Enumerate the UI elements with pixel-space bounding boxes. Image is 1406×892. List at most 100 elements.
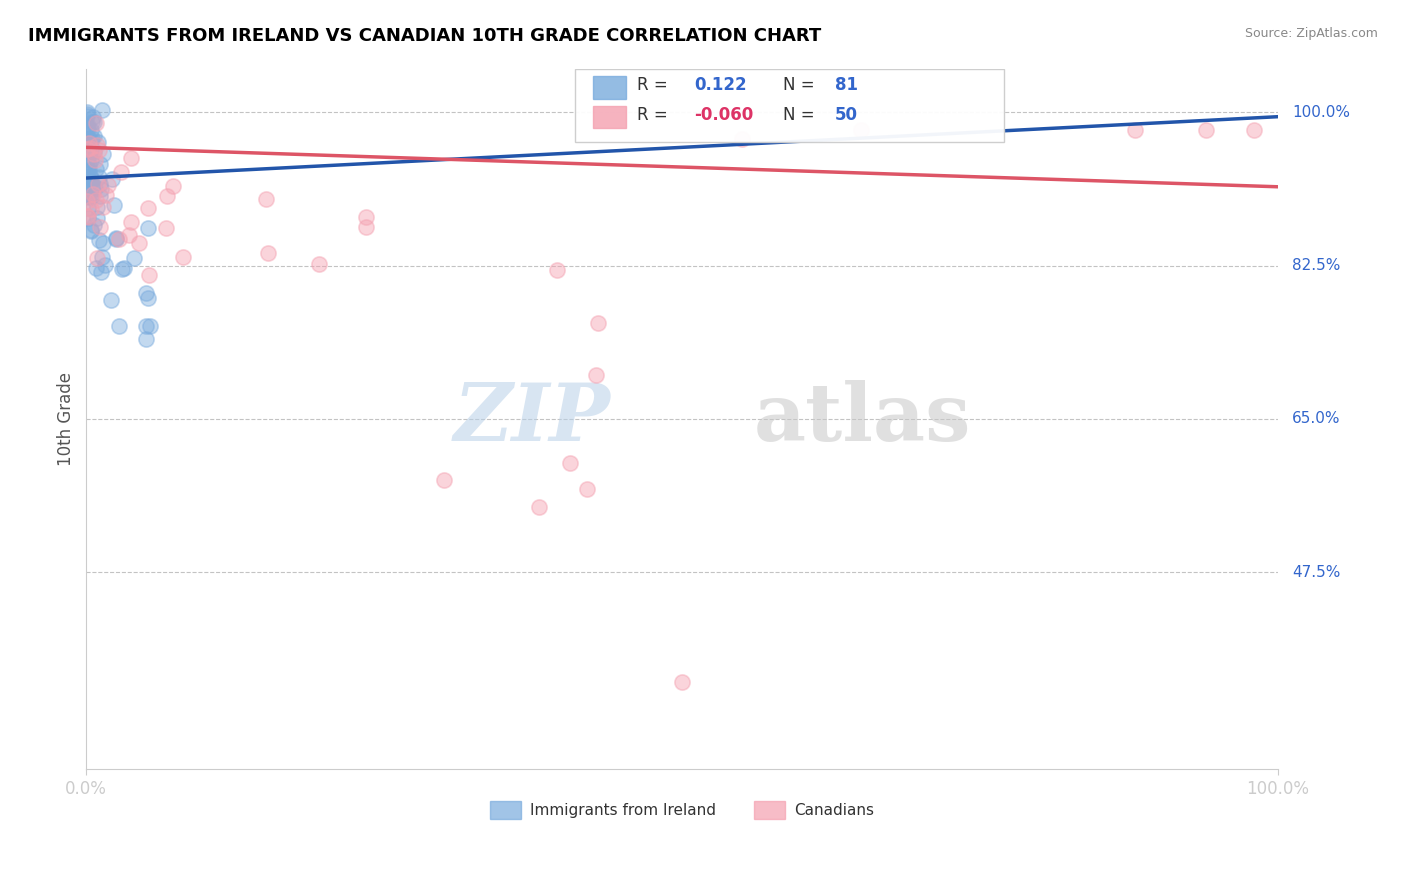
Point bbox=[136, 291, 159, 305]
Point bbox=[730, 131, 752, 145]
Point bbox=[82, 178, 104, 192]
Point bbox=[89, 156, 111, 170]
Point bbox=[162, 178, 184, 193]
Point bbox=[76, 109, 98, 123]
Point bbox=[86, 200, 108, 214]
Point bbox=[76, 161, 98, 175]
Point bbox=[89, 220, 111, 235]
Point bbox=[82, 186, 104, 201]
Point bbox=[80, 190, 103, 204]
Point bbox=[91, 103, 114, 118]
Point bbox=[308, 256, 330, 270]
Point bbox=[257, 246, 280, 260]
Point bbox=[586, 316, 609, 330]
Text: 82.5%: 82.5% bbox=[1292, 258, 1340, 273]
Point bbox=[104, 232, 127, 246]
Point bbox=[671, 674, 693, 689]
Point bbox=[1123, 123, 1146, 137]
Legend: Immigrants from Ireland, Canadians: Immigrants from Ireland, Canadians bbox=[484, 795, 880, 825]
Point bbox=[135, 332, 157, 346]
Point bbox=[76, 186, 98, 201]
Point bbox=[76, 120, 98, 134]
Point bbox=[83, 146, 105, 161]
Point bbox=[138, 268, 160, 282]
Point bbox=[105, 231, 128, 245]
Point bbox=[76, 107, 98, 121]
Point bbox=[84, 194, 107, 208]
Point bbox=[80, 115, 103, 129]
Point bbox=[354, 210, 377, 224]
Point bbox=[111, 262, 134, 277]
Point bbox=[79, 144, 101, 158]
Point bbox=[93, 200, 115, 214]
Point bbox=[120, 152, 142, 166]
Point bbox=[83, 115, 105, 129]
Point bbox=[87, 233, 110, 247]
Point bbox=[76, 142, 98, 156]
Point bbox=[83, 144, 105, 158]
Bar bbox=[593, 105, 626, 128]
Point bbox=[90, 182, 112, 196]
Point bbox=[76, 120, 98, 135]
Point bbox=[77, 143, 100, 157]
Point bbox=[84, 161, 107, 176]
Point bbox=[356, 220, 378, 235]
Point bbox=[79, 145, 101, 160]
Text: 81: 81 bbox=[835, 76, 858, 94]
Text: N =: N = bbox=[783, 106, 820, 124]
Point bbox=[155, 220, 177, 235]
Text: 47.5%: 47.5% bbox=[1292, 565, 1340, 580]
Point bbox=[585, 368, 607, 383]
Point bbox=[82, 110, 104, 124]
Point bbox=[79, 169, 101, 183]
Point bbox=[76, 186, 98, 200]
Y-axis label: 10th Grade: 10th Grade bbox=[58, 372, 75, 466]
Text: atlas: atlas bbox=[754, 380, 972, 458]
Point bbox=[91, 147, 114, 161]
Point bbox=[79, 223, 101, 237]
Text: N =: N = bbox=[783, 76, 820, 94]
Point bbox=[77, 210, 100, 224]
Point bbox=[79, 141, 101, 155]
Point bbox=[122, 251, 145, 265]
Point bbox=[120, 215, 142, 229]
Text: 0.122: 0.122 bbox=[695, 76, 747, 94]
Point bbox=[86, 137, 108, 152]
Point bbox=[546, 263, 568, 277]
Point bbox=[77, 162, 100, 177]
Point bbox=[77, 175, 100, 189]
Point bbox=[103, 198, 125, 212]
Point bbox=[77, 211, 100, 225]
Point bbox=[138, 201, 160, 215]
Point bbox=[84, 116, 107, 130]
Point bbox=[83, 153, 105, 167]
Point bbox=[83, 129, 105, 144]
Point bbox=[97, 178, 120, 192]
Point bbox=[76, 163, 98, 178]
Point bbox=[89, 178, 111, 192]
Point bbox=[112, 261, 135, 276]
Point bbox=[128, 236, 150, 251]
Point bbox=[101, 171, 124, 186]
Point bbox=[90, 265, 112, 279]
Point bbox=[76, 210, 98, 224]
Point bbox=[87, 143, 110, 157]
Point bbox=[110, 165, 132, 179]
Point bbox=[108, 318, 131, 333]
Text: 50: 50 bbox=[835, 106, 858, 124]
Point bbox=[79, 188, 101, 202]
Text: R =: R = bbox=[637, 76, 672, 94]
Point bbox=[76, 145, 98, 159]
Point bbox=[139, 319, 162, 334]
Point bbox=[76, 138, 98, 153]
Point bbox=[76, 138, 98, 153]
Point bbox=[80, 170, 103, 185]
Point bbox=[87, 135, 110, 149]
Point bbox=[91, 235, 114, 250]
Text: -0.060: -0.060 bbox=[695, 106, 754, 124]
Text: 65.0%: 65.0% bbox=[1292, 411, 1340, 426]
Point bbox=[79, 202, 101, 216]
Point bbox=[79, 122, 101, 136]
Point bbox=[77, 152, 100, 166]
Point bbox=[172, 250, 194, 264]
